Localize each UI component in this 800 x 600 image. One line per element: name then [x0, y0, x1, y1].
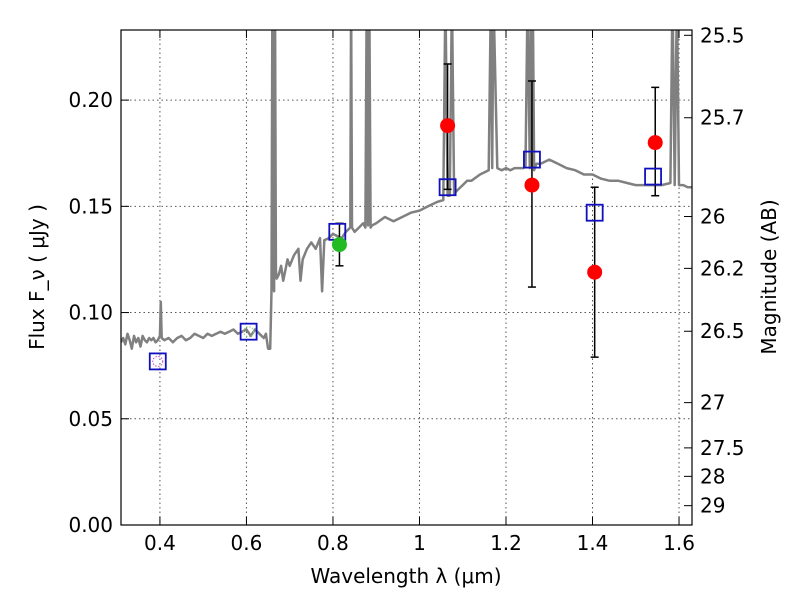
plot-background [121, 30, 692, 525]
detection-point [587, 264, 603, 280]
detection-point [331, 237, 347, 253]
model-photometry-square [239, 322, 258, 341]
y-right-axis-title: Magnitude (AB) [757, 199, 781, 354]
x-tick-label: 0.6 [231, 531, 263, 555]
right-tick-label: 29 [700, 494, 725, 518]
x-axis-title: Wavelength λ (μm) [310, 564, 501, 588]
right-tick-label: 26.5 [700, 319, 745, 343]
right-tick-label: 25.5 [700, 23, 745, 47]
y-tick-label: 0.05 [68, 407, 113, 431]
y-axis-title: Flux F_ν ( μJy ) [25, 204, 49, 350]
right-tick-label: 25.7 [700, 106, 745, 130]
model-photometry-square [148, 352, 167, 371]
x-tick-label: 1.2 [490, 531, 522, 555]
right-tick-label: 26.2 [700, 256, 745, 280]
right-tick-label: 27 [700, 391, 725, 415]
detection-point [440, 118, 456, 134]
marker-layer [148, 63, 663, 371]
x-tick-label: 0.4 [144, 531, 176, 555]
x-tick-label: 1.6 [663, 531, 695, 555]
limit-point [152, 355, 164, 367]
ticks: 0.4 0.6 0.8 1 1.2 1.4 1.6 0.00 0.05 0.10 0.15 0.20 2… [68, 23, 744, 555]
detection-point [524, 177, 540, 193]
model-photometry-square [438, 178, 457, 197]
plot-frame [120, 29, 693, 526]
right-tick-label: 27.5 [700, 436, 745, 460]
y-tick-label: 0.20 [68, 88, 113, 112]
limit-point [243, 326, 255, 338]
model-photometry-square [644, 167, 662, 186]
y-tick-label: 0.15 [68, 194, 113, 218]
y-tick-label: 0.10 [68, 301, 113, 325]
y-tick-label: 0.00 [68, 513, 113, 537]
x-tick-label: 1 [413, 531, 426, 555]
x-tick-label: 0.8 [317, 531, 349, 555]
model-photometry-square [523, 150, 541, 169]
right-tick-label: 26 [700, 205, 725, 229]
right-tick-label: 28 [700, 464, 725, 488]
x-tick-label: 1.4 [577, 531, 609, 555]
model-photometry-square [585, 203, 604, 222]
detection-point [647, 135, 663, 151]
